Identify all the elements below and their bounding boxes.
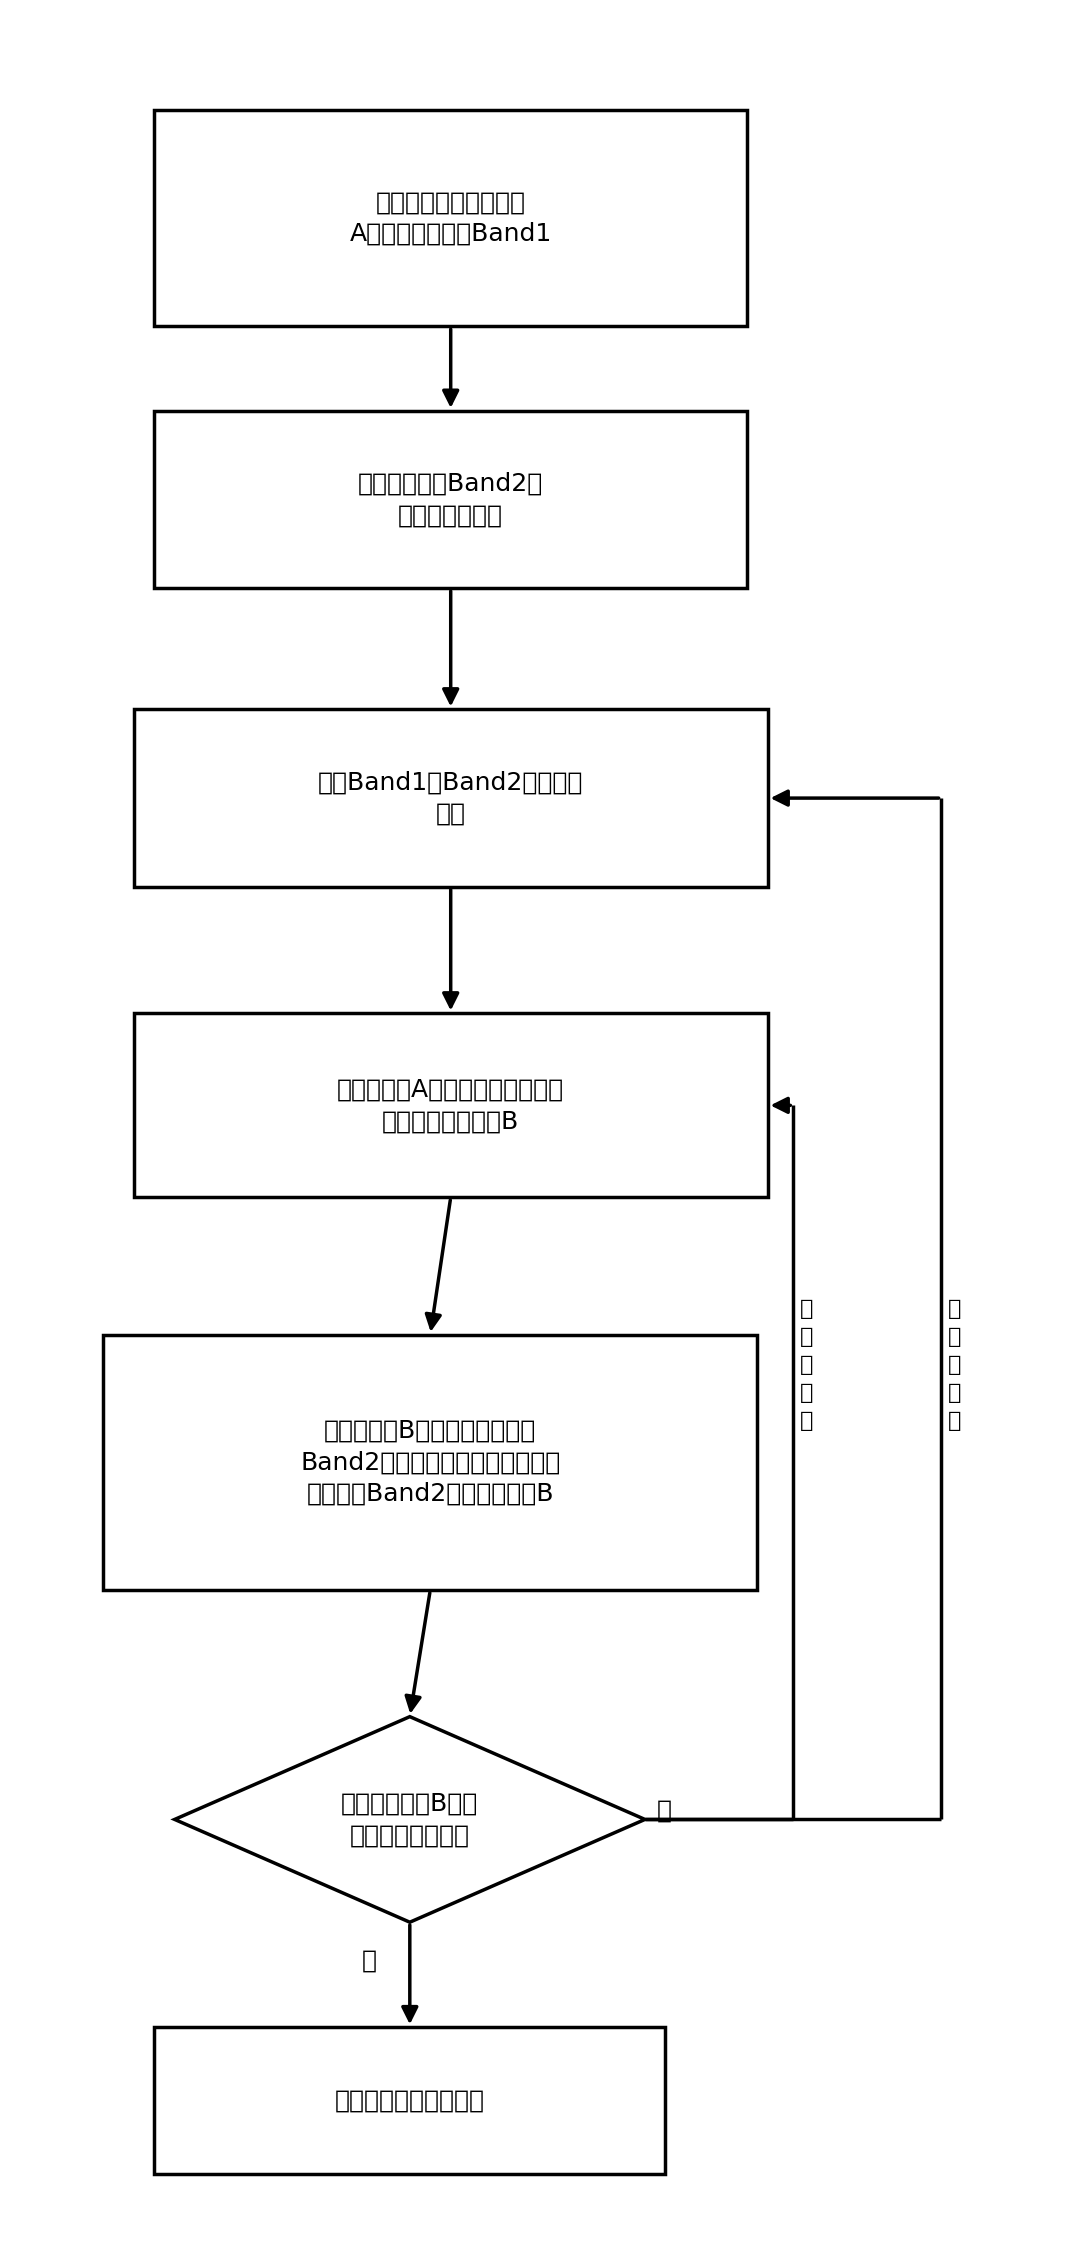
Text: 第
一
种
方
式: 第 一 种 方 式: [800, 1298, 814, 1431]
Text: 根据Band1和Band2确定缩放
因子: 根据Band1和Band2确定缩放 因子: [318, 771, 584, 825]
Text: 制定目标频段Band2以
及缩放指标要求: 制定目标频段Band2以 及缩放指标要求: [358, 471, 543, 527]
Bar: [134, 1014, 768, 1197]
Bar: [154, 110, 748, 327]
Text: 将无源器件B的波导接口调节为
Band2所对应的标准波导接口，得
到工作于Band2内的无源器件B: 将无源器件B的波导接口调节为 Band2所对应的标准波导接口，得 到工作于Ban…: [300, 1418, 560, 1506]
Text: 第
二
种
方
式: 第 二 种 方 式: [948, 1298, 962, 1431]
Bar: [134, 710, 768, 886]
Text: 无源器件缩放设计完成: 无源器件缩放设计完成: [334, 2089, 485, 2112]
Bar: [154, 410, 748, 588]
Text: 将无源器件A按照缩放因子进行缩
放，得到无源器件B: 将无源器件A按照缩放因子进行缩 放，得到无源器件B: [338, 1077, 564, 1134]
Text: 是: 是: [361, 1947, 376, 1972]
Bar: [154, 2026, 666, 2175]
Text: 检查无源器件B是否
满足缩放指标要求: 检查无源器件B是否 满足缩放指标要求: [341, 1792, 478, 1848]
Text: 否: 否: [657, 1799, 672, 1823]
Text: 确定待缩放的无源器件
A，其工作频段为Band1: 确定待缩放的无源器件 A，其工作频段为Band1: [349, 189, 552, 246]
Polygon shape: [175, 1718, 645, 1923]
Bar: [103, 1334, 757, 1589]
